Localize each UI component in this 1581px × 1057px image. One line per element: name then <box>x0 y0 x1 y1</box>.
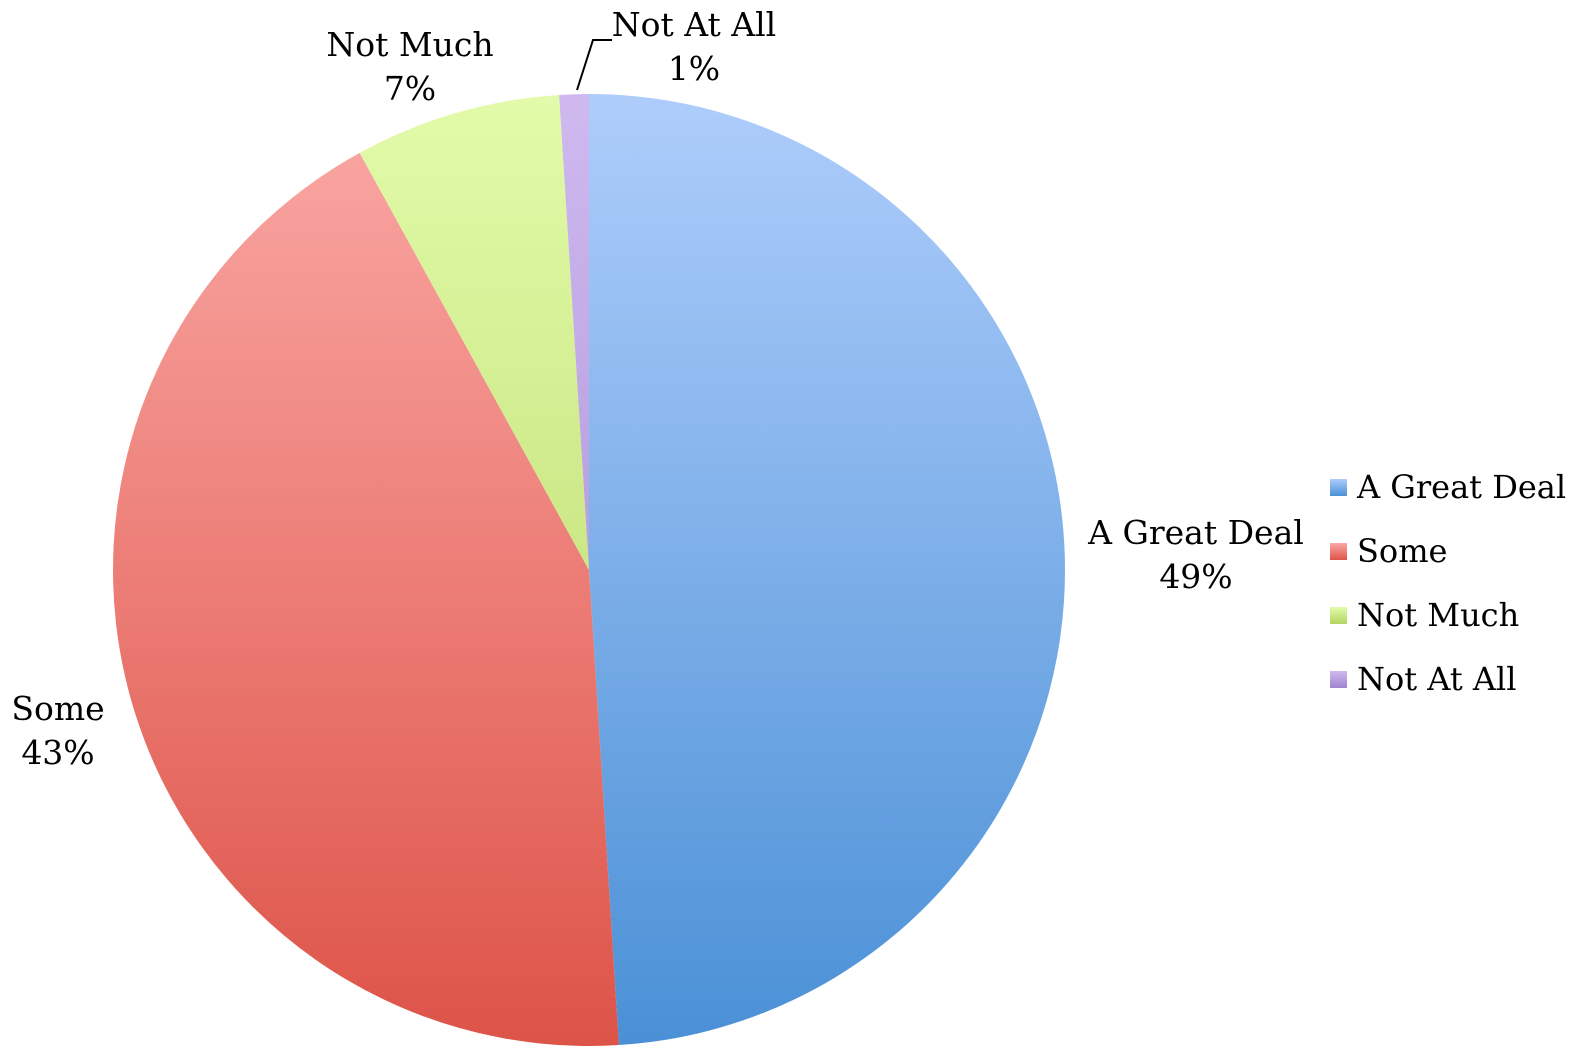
legend-label: Some <box>1357 532 1448 570</box>
leader-line-not-at-all <box>576 39 612 91</box>
pie-slice-a-great-deal <box>589 94 1065 1046</box>
legend-swatch <box>1330 606 1347 624</box>
data-label-not-much: Not Much 7% <box>326 25 493 108</box>
data-label-some: Some 43% <box>11 689 104 772</box>
legend-item-not-much: Not Much <box>1330 583 1566 647</box>
legend-label: Not At All <box>1357 660 1517 698</box>
legend-item-not-at-all: Not At All <box>1330 647 1566 711</box>
legend-item-some: Some <box>1330 519 1566 583</box>
chart-legend: A Great Deal Some Not Much Not At All <box>1330 455 1566 711</box>
legend-item-a-great-deal: A Great Deal <box>1330 455 1566 519</box>
legend-label: A Great Deal <box>1357 468 1567 506</box>
legend-label: Not Much <box>1357 596 1520 634</box>
legend-swatch <box>1330 542 1347 560</box>
pie-slice-not-at-all <box>559 94 589 570</box>
legend-swatch <box>1330 478 1347 496</box>
pie-slice-not-much <box>359 94 589 571</box>
legend-swatch <box>1330 670 1347 688</box>
pie-slice-some <box>113 152 619 1046</box>
data-label-not-at-all: Not At All 1% <box>612 5 776 88</box>
data-label-a-great-deal: A Great Deal 49% <box>1087 513 1304 596</box>
